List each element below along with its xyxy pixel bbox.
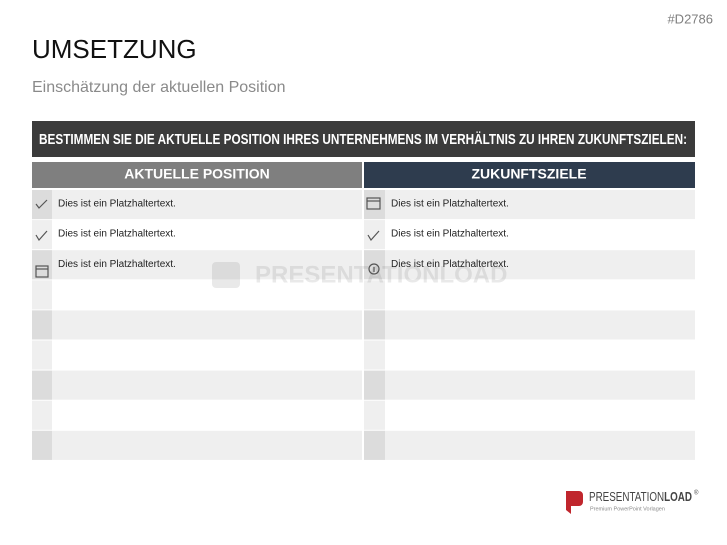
cell-bg: [364, 310, 695, 340]
cell-text: Dies ist ein Platzhaltertext.: [58, 199, 176, 210]
cell-bg: [32, 340, 362, 370]
icon-cell-bg: [364, 430, 385, 460]
column-header: AKTUELLE POSITION: [124, 166, 269, 182]
title: UMSETZUNG: [32, 34, 197, 64]
cell-bg: [32, 190, 362, 220]
icon-cell-bg: [364, 250, 385, 280]
icon-cell-bg: [364, 220, 385, 250]
logo-part: PRESENTATION: [589, 489, 664, 504]
calendar-icon: [366, 197, 381, 210]
bulb-icon: [368, 263, 380, 275]
icons: [35, 197, 381, 278]
cell-text: Dies ist ein Platzhaltertext.: [391, 199, 509, 210]
icon-cell-bg: [364, 370, 385, 400]
icon-cell-bg: [364, 340, 385, 370]
banner-bg: [32, 121, 695, 157]
cell-bg: [364, 370, 695, 400]
cell-bg: [32, 280, 362, 310]
column-header-bg: [32, 162, 362, 188]
icon-cell-bg: [32, 250, 52, 280]
cell-bg: [32, 400, 362, 430]
cell-bg: [32, 220, 362, 250]
column-header-bg: [364, 162, 695, 188]
cell-text: Dies ist ein Platzhaltertext.: [391, 229, 509, 240]
cell-text: Dies ist ein Platzhaltertext.: [58, 229, 176, 240]
icon-cell-bg: [364, 190, 385, 220]
check-icon: [35, 230, 48, 242]
logo: PRESENTATIONLOAD ® Premium PowerPoint Vo…: [566, 489, 699, 514]
cell-text: Dies ist ein Platzhaltertext.: [58, 259, 176, 270]
cell-bg: [364, 250, 695, 280]
cell-bg: [364, 340, 695, 370]
cell-text: Dies ist ein Platzhaltertext.: [391, 259, 509, 270]
icon-cell-bg: [364, 400, 385, 430]
icon-cell-bg: [32, 220, 52, 250]
calendar-icon: [35, 265, 49, 278]
cell-bg: [32, 310, 362, 340]
cell-bg: [364, 430, 695, 460]
icon-cell-bg: [364, 280, 385, 310]
cell-bg: [32, 250, 362, 280]
icon-cell-bg: [364, 310, 385, 340]
banner: BESTIMMEN SIE DIE AKTUELLE POSITION IHRE…: [39, 131, 687, 148]
logo-text: PRESENTATIONLOAD: [589, 489, 692, 504]
watermark-text: PRESENTATIONLOAD: [255, 261, 507, 288]
cell-bg: [32, 370, 362, 400]
icon-cell-bg: [32, 310, 52, 340]
check-icon: [367, 230, 380, 242]
icon-cell-bg: [32, 280, 52, 310]
icon-cell-bg: [32, 430, 52, 460]
watermark: PRESENTATIONLOAD: [212, 261, 507, 288]
cell-bg: [364, 190, 695, 220]
cell-bg: [32, 430, 362, 460]
logo-part: LOAD: [664, 489, 692, 504]
cell-bg: [364, 220, 695, 250]
column-header: ZUKUNFTSZIELE: [471, 166, 586, 182]
icon-cell-bg: [32, 400, 52, 430]
check-icon: [35, 199, 48, 209]
subtitle: Einschätzung der aktuellen Position: [32, 79, 286, 96]
icon-cell-bg: [32, 370, 52, 400]
table-grid: Dies ist ein Platzhaltertext. Dies ist ei…: [32, 190, 695, 460]
slide-id: #D2786: [667, 11, 713, 26]
cell-bg: [364, 400, 695, 430]
logo-icon: [566, 491, 583, 514]
logo-tagline: Premium PowerPoint Vorlagen: [590, 506, 665, 512]
icon-cell-bg: [32, 340, 52, 370]
cell-bg: [364, 280, 695, 310]
logo-registered: ®: [694, 490, 699, 497]
